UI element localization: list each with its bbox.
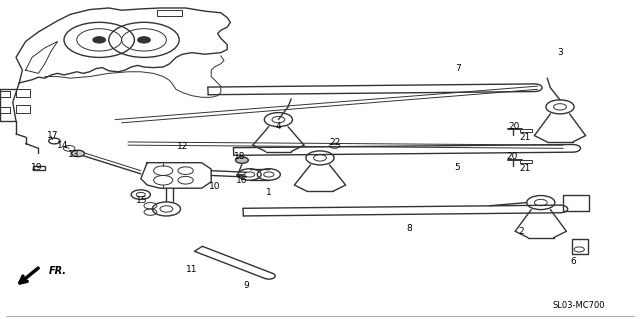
Bar xyxy=(520,160,532,163)
Text: 18: 18 xyxy=(234,152,246,161)
Circle shape xyxy=(138,37,150,43)
Text: 17: 17 xyxy=(47,131,58,140)
Text: 8: 8 xyxy=(407,224,412,233)
Bar xyxy=(572,239,588,254)
Bar xyxy=(563,195,589,211)
Text: 2: 2 xyxy=(519,227,524,236)
Text: 1: 1 xyxy=(266,189,271,197)
Circle shape xyxy=(236,157,248,163)
Text: 20: 20 xyxy=(506,152,518,161)
Bar xyxy=(16,89,30,97)
Text: 15: 15 xyxy=(136,197,148,205)
Bar xyxy=(16,105,30,113)
Text: 21: 21 xyxy=(519,164,531,173)
Text: 9: 9 xyxy=(244,281,249,290)
Text: 16: 16 xyxy=(236,176,248,185)
Text: 11: 11 xyxy=(186,265,198,274)
Text: 5: 5 xyxy=(455,163,460,172)
Text: 3: 3 xyxy=(557,48,563,57)
Text: 14: 14 xyxy=(57,141,68,150)
Text: 13: 13 xyxy=(68,150,79,159)
Circle shape xyxy=(93,37,106,43)
Text: SL03-MC700: SL03-MC700 xyxy=(553,301,605,310)
Text: 4: 4 xyxy=(276,122,281,130)
Text: 10: 10 xyxy=(209,182,220,191)
Text: 19: 19 xyxy=(31,163,43,172)
Text: 20: 20 xyxy=(508,122,520,131)
Text: 7: 7 xyxy=(455,64,460,73)
Bar xyxy=(236,174,243,175)
Text: 22: 22 xyxy=(329,138,340,147)
Bar xyxy=(520,129,532,132)
Text: FR.: FR. xyxy=(49,266,67,276)
Text: 21: 21 xyxy=(519,133,531,142)
Text: 12: 12 xyxy=(177,142,188,151)
Text: 6: 6 xyxy=(570,257,575,266)
Bar xyxy=(157,10,182,16)
Circle shape xyxy=(72,150,84,157)
Bar xyxy=(33,166,45,170)
